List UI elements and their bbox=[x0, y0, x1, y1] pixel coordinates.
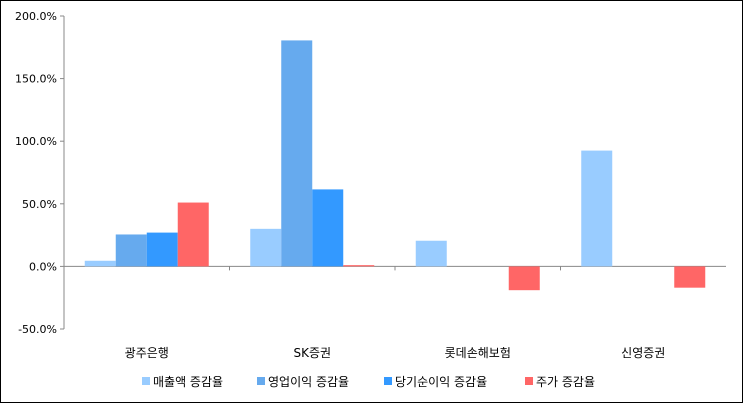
category-label: 광주은행 bbox=[125, 345, 169, 360]
legend-swatch bbox=[257, 377, 265, 385]
legend-label: 당기순이익 증감율 bbox=[395, 375, 487, 389]
bar bbox=[250, 228, 282, 267]
y-tick-label: 50.0% bbox=[22, 198, 57, 211]
bar bbox=[343, 265, 375, 267]
legend-label: 매출액 증감율 bbox=[153, 375, 223, 389]
bar bbox=[508, 266, 540, 291]
legend-label: 영업이익 증감율 bbox=[268, 375, 349, 389]
bar bbox=[84, 260, 116, 267]
y-tick-label: 200.0% bbox=[15, 10, 57, 23]
plot-area: 200.0% 150.0% 100.0% 50.0% 0.0% -50.0% 광주은행 SK증… bbox=[15, 10, 726, 360]
bar bbox=[281, 40, 313, 267]
bar bbox=[146, 232, 178, 267]
legend-swatch bbox=[142, 377, 150, 385]
y-tick-label: 150.0% bbox=[15, 73, 57, 86]
y-tick-label: 100.0% bbox=[15, 135, 57, 148]
y-tick-label: -50.0% bbox=[18, 323, 57, 336]
legend: 매출액 증감율 영업이익 증감율 당기순이익 증감율 주가 증감율 bbox=[142, 375, 595, 389]
legend-swatch bbox=[384, 377, 392, 385]
bar bbox=[115, 234, 147, 267]
bar bbox=[415, 240, 447, 267]
legend-label: 주가 증감율 bbox=[536, 375, 595, 389]
y-tick-label: 0.0% bbox=[29, 260, 57, 273]
bar bbox=[581, 150, 613, 267]
bar bbox=[312, 189, 344, 267]
category-label: 신영증권 bbox=[621, 346, 665, 360]
category-label: 롯데손해보험 bbox=[445, 346, 511, 360]
bar bbox=[674, 266, 706, 288]
category-label: SK증권 bbox=[293, 346, 331, 360]
legend-swatch bbox=[525, 377, 533, 385]
bar bbox=[177, 202, 209, 267]
